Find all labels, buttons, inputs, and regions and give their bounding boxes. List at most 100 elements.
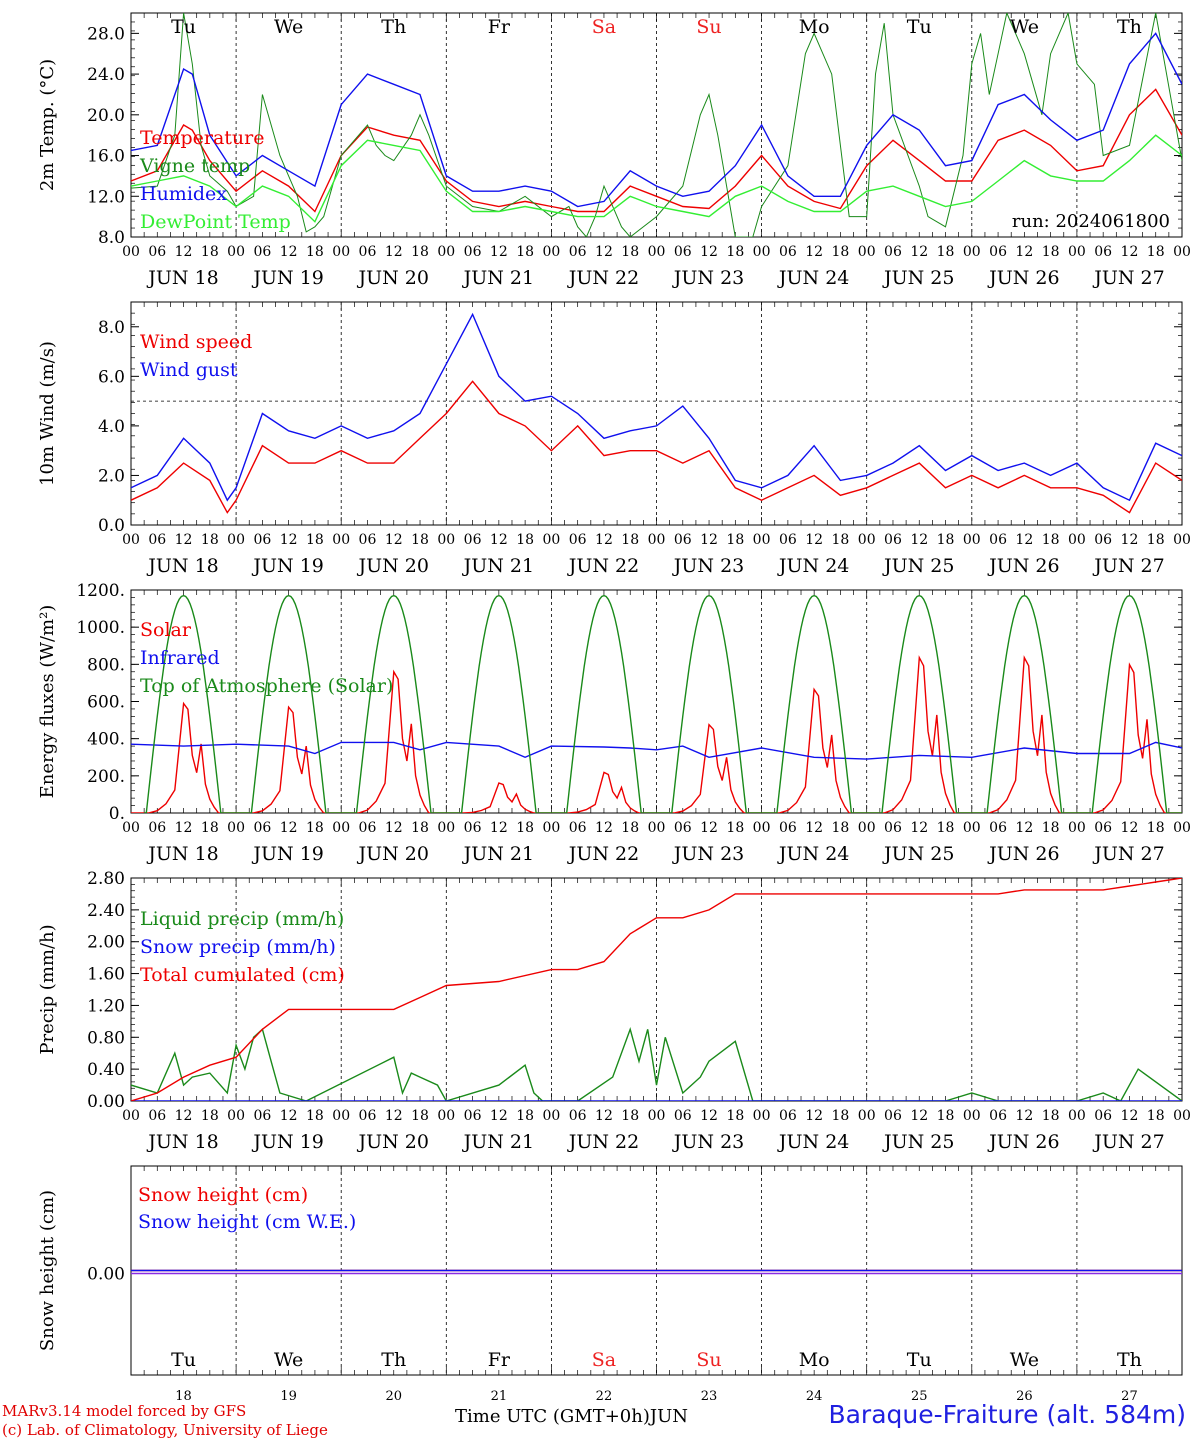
date-label: JUN 19 [251, 843, 323, 865]
hour-tick-label: 18 [937, 1108, 955, 1124]
series-line-liquid-precip-mm-h- [131, 1027, 1182, 1101]
y-tick-label: 6.0 [98, 367, 125, 387]
date-label: JUN 26 [987, 267, 1059, 289]
series-line-wind-gust [131, 312, 1182, 502]
weekday-label: We [274, 16, 303, 38]
date-label: JUN 18 [146, 555, 218, 577]
day-number-label: 21 [491, 1389, 508, 1400]
hour-tick-label: 00 [122, 820, 140, 836]
hour-tick-label: 06 [569, 244, 587, 260]
hour-tick-label: 18 [937, 532, 955, 548]
hour-tick-label: 00 [437, 820, 455, 836]
hour-tick-label: 00 [1173, 532, 1191, 548]
plot-frame [130, 301, 1183, 526]
date-label: JUN 27 [1092, 1131, 1164, 1153]
weekday-label: We [1010, 16, 1039, 38]
y-tick-label: 0. [109, 804, 125, 824]
legend-entry: Snow height (cm W.E.) [138, 1211, 356, 1233]
date-label: JUN 22 [567, 1131, 639, 1153]
hour-tick-label: 06 [253, 532, 271, 548]
hour-tick-label: 18 [832, 532, 850, 548]
hour-tick-label: 06 [779, 820, 797, 836]
hour-tick-label: 06 [1094, 1108, 1112, 1124]
hour-tick-label: 12 [1121, 820, 1139, 836]
hour-tick-label: 06 [148, 1108, 166, 1124]
hour-tick-label: 06 [674, 244, 692, 260]
hour-tick-label: 12 [805, 1108, 823, 1124]
hour-tick-label: 12 [910, 532, 928, 548]
y-axis-title: 10m Wind (m/s) [37, 341, 58, 486]
hour-tick-label: 12 [910, 244, 928, 260]
y-tick-label: 0.00 [87, 1265, 125, 1285]
hour-tick-label: 00 [648, 1108, 666, 1124]
hour-tick-label: 00 [753, 532, 771, 548]
date-label: JUN 23 [672, 1131, 744, 1153]
y-tick-label: 1.20 [87, 996, 125, 1016]
day-number-label: 20 [385, 1389, 402, 1400]
hour-tick-label: 06 [569, 820, 587, 836]
hour-tick-label: 00 [753, 1108, 771, 1124]
legend-entry: Vigne temp [139, 155, 250, 177]
series-group [131, 312, 1182, 514]
hour-tick-label: 18 [621, 1108, 639, 1124]
time-utc-label: Time UTC (GMT+0h) [455, 1406, 650, 1427]
date-label: JUN 18 [146, 1131, 218, 1153]
legend-entry: Liquid precip (mm/h) [140, 908, 344, 930]
hour-tick-label: 00 [753, 820, 771, 836]
series-line-vigne-temp [131, 13, 1182, 237]
hour-tick-label: 00 [648, 244, 666, 260]
date-label: JUN 25 [882, 1131, 954, 1153]
y-tick-label: 1200. [76, 581, 125, 601]
hour-tick-label: 12 [175, 244, 193, 260]
hour-tick-label: 18 [726, 1108, 744, 1124]
hour-tick-label: 00 [1173, 1108, 1191, 1124]
hour-tick-label: 06 [674, 820, 692, 836]
date-label: JUN 26 [987, 1131, 1059, 1153]
y-tick-label: 400. [87, 730, 125, 750]
hour-tick-label: 00 [648, 532, 666, 548]
hour-tick-label: 12 [1121, 1108, 1139, 1124]
hour-tick-label: 00 [227, 244, 245, 260]
series-group [131, 13, 1182, 237]
day-number-label: 25 [911, 1389, 928, 1400]
hour-tick-label: 18 [516, 820, 534, 836]
hour-tick-label: 12 [490, 532, 508, 548]
y-tick-label: 2.00 [87, 933, 125, 953]
panel-2: 0.0 2.0 4.0 6.0 8.0 10m Wind (m/s) Wind speed W… [37, 301, 1191, 577]
hour-tick-label: 00 [332, 244, 350, 260]
weekday-label: Fr [488, 1349, 511, 1371]
hour-tick-label: 06 [1094, 532, 1112, 548]
hour-tick-label: 18 [306, 532, 324, 548]
hour-tick-label: 06 [569, 532, 587, 548]
hour-tick-label: 18 [201, 820, 219, 836]
hour-tick-label: 12 [700, 532, 718, 548]
y-tick-label: 600. [87, 693, 125, 713]
day-number-label: 26 [1016, 1389, 1033, 1400]
y-tick-label: 8.0 [98, 228, 125, 248]
date-label: JUN 27 [1092, 843, 1164, 865]
date-label: JUN 24 [777, 267, 849, 289]
hour-tick-label: 06 [1094, 820, 1112, 836]
series-line-humidex [131, 32, 1182, 208]
hour-tick-label: 00 [122, 532, 140, 548]
hour-tick-label: 00 [858, 532, 876, 548]
hour-tick-label: 12 [700, 244, 718, 260]
hour-tick-label: 00 [542, 820, 560, 836]
date-label: JUN 27 [1092, 555, 1164, 577]
date-label: JUN 20 [357, 843, 429, 865]
hour-tick-label: 00 [753, 244, 771, 260]
hour-tick-label: 00 [858, 1108, 876, 1124]
hour-tick-label: 18 [937, 244, 955, 260]
date-label: JUN 20 [357, 1131, 429, 1153]
hour-tick-label: 06 [148, 244, 166, 260]
weekday-label: Fr [488, 16, 511, 38]
hour-tick-label: 18 [516, 532, 534, 548]
hour-tick-label: 18 [516, 244, 534, 260]
weekday-label: Su [696, 16, 721, 38]
hour-tick-label: 12 [385, 820, 403, 836]
weekday-label: Mo [799, 1349, 830, 1371]
hour-tick-label: 18 [1042, 532, 1060, 548]
hour-tick-label: 12 [1015, 532, 1033, 548]
run-annotation: run: 2024061800 [1012, 211, 1170, 232]
weekday-label: We [274, 1349, 303, 1371]
